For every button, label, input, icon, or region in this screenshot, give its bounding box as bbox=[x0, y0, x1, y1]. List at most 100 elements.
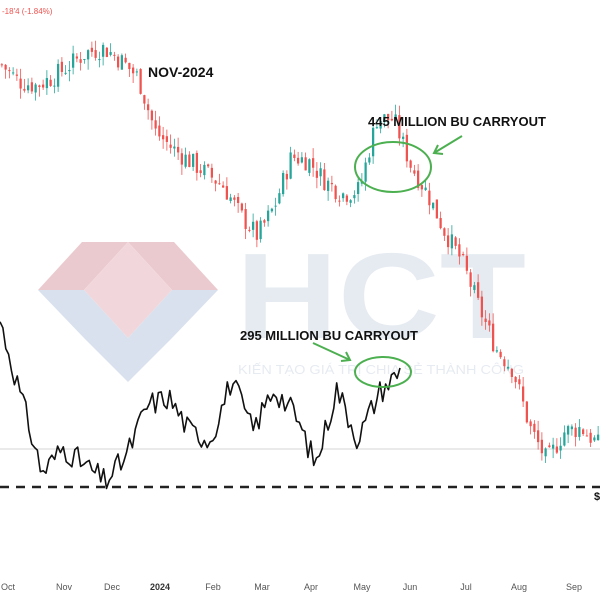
candle-body bbox=[87, 50, 90, 60]
candle-body bbox=[255, 221, 258, 240]
candle-body bbox=[75, 56, 78, 59]
candle-body bbox=[222, 185, 225, 188]
candle-body bbox=[529, 421, 532, 427]
candle-body bbox=[503, 359, 506, 367]
highlight-circle-upper bbox=[354, 141, 432, 193]
candle-body bbox=[345, 195, 348, 202]
candle-body bbox=[192, 153, 195, 167]
candle-body bbox=[548, 445, 551, 448]
candle-body bbox=[435, 199, 438, 219]
candle-body bbox=[27, 85, 30, 91]
x-tick-label: Aug bbox=[511, 582, 527, 592]
candle-body bbox=[237, 196, 240, 203]
candle-body bbox=[390, 118, 393, 121]
candle-body bbox=[109, 52, 112, 55]
candle-body bbox=[387, 113, 390, 121]
candle-body bbox=[447, 235, 450, 248]
candle-body bbox=[128, 62, 131, 70]
candle-body bbox=[462, 254, 465, 256]
candle-body bbox=[585, 435, 588, 437]
highlight-circle-lower bbox=[354, 356, 412, 388]
candle-body bbox=[563, 432, 566, 446]
candle-body bbox=[567, 426, 570, 435]
x-tick-label: Nov bbox=[56, 582, 73, 592]
candle-body bbox=[559, 445, 562, 451]
candle-body bbox=[330, 182, 333, 185]
candle-body bbox=[424, 187, 427, 191]
candle-body bbox=[248, 229, 251, 231]
candle-body bbox=[319, 168, 322, 177]
arrow-upper-icon bbox=[432, 135, 463, 155]
watermark: HCT KIẾN TẠO GIÁ TRỊ CHIA SẺ THÀNH CÔNG bbox=[38, 228, 526, 382]
candle-body bbox=[285, 173, 288, 180]
candle-body bbox=[402, 136, 405, 139]
candle-body bbox=[154, 120, 157, 129]
candle-body bbox=[147, 104, 150, 111]
candle-body bbox=[522, 386, 525, 402]
candle-body bbox=[514, 376, 517, 383]
candle-body bbox=[94, 50, 97, 58]
label-right-edge: $ bbox=[594, 491, 600, 503]
candle-body bbox=[589, 432, 592, 443]
x-tick-label: May bbox=[353, 582, 371, 592]
candle-body bbox=[173, 146, 176, 149]
watermark-slogan: KIẾN TẠO GIÁ TRỊ CHIA SẺ THÀNH CÔNG bbox=[238, 362, 524, 377]
candle-body bbox=[469, 272, 472, 287]
candle-body bbox=[199, 170, 202, 174]
candle-body bbox=[79, 59, 82, 63]
x-axis: Oct Nov Dec 2024 Feb Mar Apr May Jun Jul Aug Sep bbox=[1, 582, 582, 592]
candle-body bbox=[49, 79, 52, 86]
candle-body bbox=[312, 158, 315, 168]
watermark-brand: HCT bbox=[236, 228, 526, 364]
arrow-lower-icon bbox=[312, 342, 352, 362]
candle-body bbox=[19, 78, 22, 89]
label-nov-2024: NOV-2024 bbox=[148, 64, 214, 80]
candle-body bbox=[574, 427, 577, 438]
x-tick-label: Feb bbox=[205, 582, 221, 592]
candle-body bbox=[274, 205, 277, 207]
candle-body bbox=[203, 164, 206, 176]
candle-body bbox=[68, 69, 71, 72]
candle-body bbox=[102, 44, 105, 57]
candle-body bbox=[439, 218, 442, 229]
candle-body bbox=[495, 350, 498, 352]
candle-body bbox=[263, 220, 266, 223]
candle-body bbox=[570, 426, 573, 430]
candle-body bbox=[30, 82, 33, 92]
candle-body bbox=[267, 210, 270, 222]
candle-body bbox=[38, 85, 41, 87]
candle-body bbox=[12, 72, 15, 74]
candle-body bbox=[533, 423, 536, 432]
candlestick-series bbox=[0, 40, 600, 463]
candle-body bbox=[42, 84, 45, 88]
candle-body bbox=[188, 154, 191, 168]
candle-body bbox=[177, 146, 180, 153]
candle-body bbox=[597, 434, 600, 441]
candle-body bbox=[165, 136, 168, 142]
candle-body bbox=[420, 185, 423, 190]
candle-body bbox=[195, 152, 198, 173]
candle-body bbox=[293, 154, 296, 158]
candle-body bbox=[184, 154, 187, 167]
candle-body bbox=[304, 157, 307, 171]
candle-body bbox=[458, 244, 461, 257]
candle-body bbox=[289, 152, 292, 179]
candle-body bbox=[578, 427, 581, 437]
x-tick-label: 2024 bbox=[150, 582, 170, 592]
candle-body bbox=[488, 320, 491, 326]
candle-body bbox=[300, 157, 303, 163]
candle-body bbox=[428, 190, 431, 206]
x-tick-label: Jun bbox=[403, 582, 418, 592]
candle-body bbox=[60, 61, 63, 72]
candle-body bbox=[525, 401, 528, 423]
watermark-logo-icon bbox=[38, 242, 218, 382]
comparison-line bbox=[0, 321, 401, 490]
candle-body bbox=[507, 366, 510, 369]
candle-body bbox=[244, 209, 247, 229]
x-tick-label: Mar bbox=[254, 582, 270, 592]
candle-body bbox=[207, 164, 210, 167]
candle-body bbox=[98, 59, 101, 61]
candle-body bbox=[484, 318, 487, 322]
candle-body bbox=[518, 379, 521, 385]
